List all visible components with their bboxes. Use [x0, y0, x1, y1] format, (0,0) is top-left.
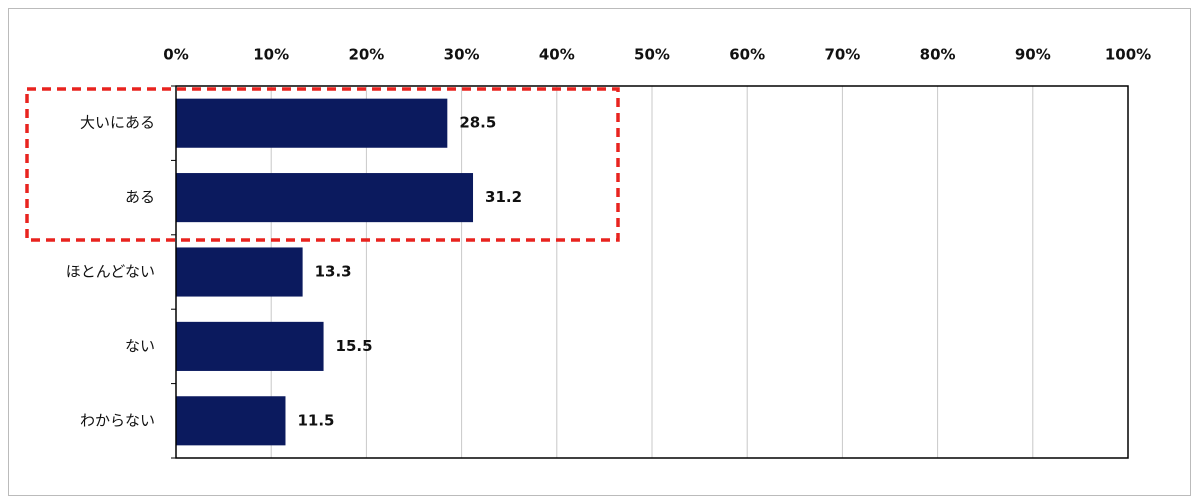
y-tick-label: ある [125, 188, 155, 206]
x-tick-label: 10% [253, 46, 289, 64]
x-tick-label: 30% [444, 46, 480, 64]
x-tick-label: 20% [348, 46, 384, 64]
bar [176, 321, 324, 371]
bar [176, 98, 448, 148]
y-tick-label: 大いにある [80, 114, 155, 132]
data-label: 28.5 [459, 114, 496, 132]
marks [176, 98, 474, 446]
y-tick-label: ほとんどない [66, 263, 155, 281]
bar [176, 173, 474, 223]
bar [176, 396, 286, 446]
x-tick-label: 60% [729, 46, 765, 64]
data-label: 11.5 [297, 411, 334, 429]
y-tick-label: ない [125, 337, 155, 355]
bar [176, 247, 303, 297]
data-label: 13.3 [315, 263, 352, 281]
highlight-box [25, 87, 620, 242]
x-tick-label: 90% [1015, 46, 1051, 64]
x-tick-label: 50% [634, 46, 670, 64]
x-tick-label: 40% [539, 46, 575, 64]
data-label: 31.2 [485, 188, 522, 206]
x-tick-label: 100% [1105, 46, 1151, 64]
x-tick-label: 0% [163, 46, 188, 64]
plot-border [175, 85, 1129, 459]
x-tick-label: 70% [824, 46, 860, 64]
y-tick-label: わからない [80, 411, 155, 429]
x-tick-label: 80% [920, 46, 956, 64]
data-label: 15.5 [336, 337, 373, 355]
